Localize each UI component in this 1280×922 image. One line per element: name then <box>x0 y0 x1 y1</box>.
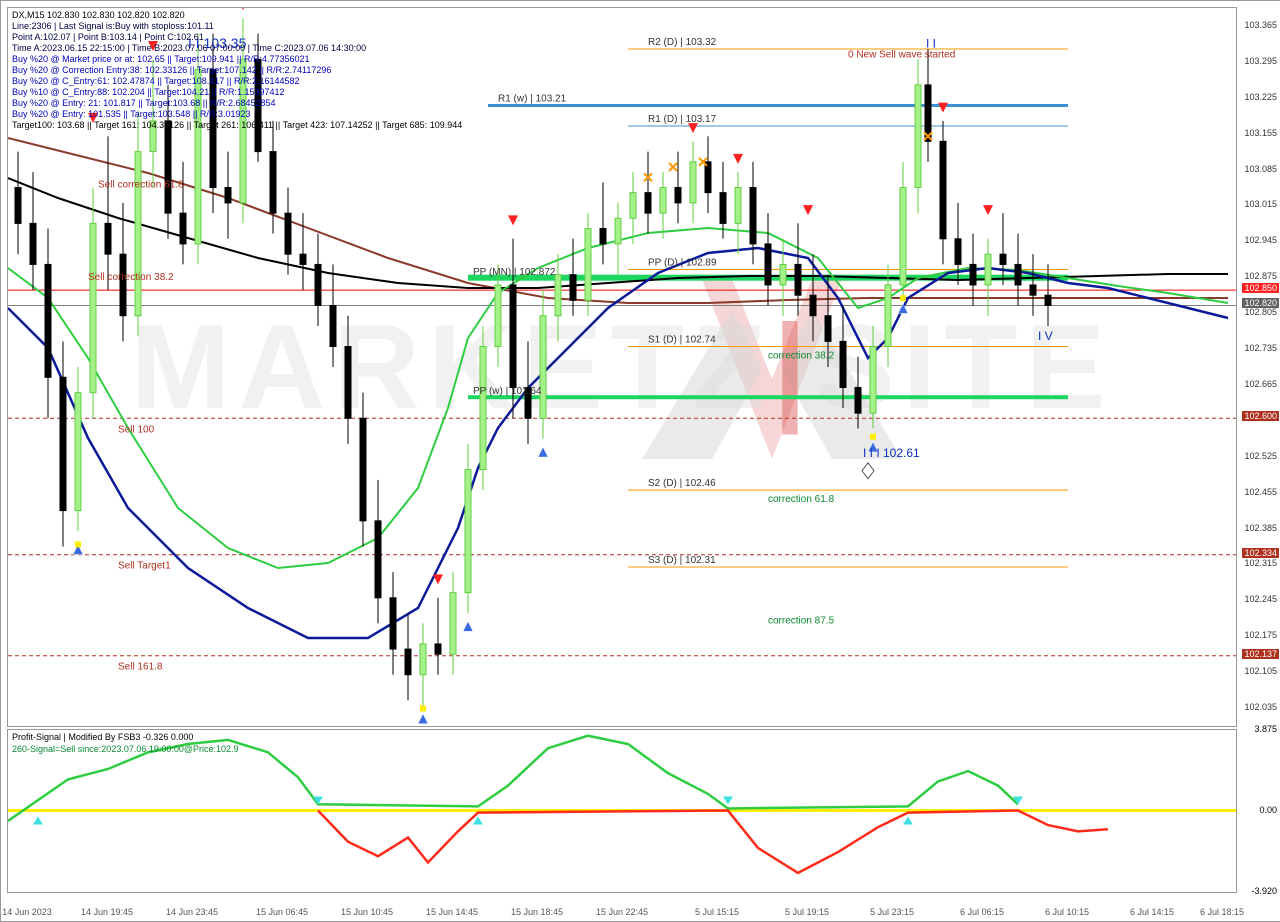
svg-text:Sell Target1: Sell Target1 <box>118 561 171 572</box>
svg-text:S1 (D) | 102.74: S1 (D) | 102.74 <box>648 334 716 345</box>
symbol-line: DX,M15 102.830 102.830 102.820 102.820 <box>12 10 462 21</box>
svg-text:I I I 102.61: I I I 102.61 <box>863 446 920 460</box>
svg-text:PP (D) | 102.89: PP (D) | 102.89 <box>648 258 717 269</box>
svg-text:correction 61.8: correction 61.8 <box>768 494 835 505</box>
info-l8: Buy %10 @ C_Entry:88: 102.204 || Target:… <box>12 87 462 98</box>
info-l9: Buy %20 @ Entry: 21: 101.817 || Target:1… <box>12 98 462 109</box>
indicator-sub: 260-Signal=Sell since:2023.07.06 19:00:0… <box>12 744 239 754</box>
svg-text:Sell correction 61.8: Sell correction 61.8 <box>98 180 184 191</box>
svg-text:I I: I I <box>926 36 936 50</box>
indicator-axis: 3.8750.00-3.920 <box>1235 729 1279 891</box>
svg-text:S3 (D) | 102.31: S3 (D) | 102.31 <box>648 555 716 566</box>
info-l3: Point A:102.07 | Point B:103.14 | Point … <box>12 32 462 43</box>
info-l4: Time A:2023.06.15 22:15:00 | Time B:2023… <box>12 43 462 54</box>
svg-text:R2 (D) | 103.32: R2 (D) | 103.32 <box>648 37 717 48</box>
indicator-svg <box>8 730 1236 892</box>
info-l5: Buy %20 @ Market price or at: 102.65 || … <box>12 54 462 65</box>
info-l10: Buy %20 @ Entry: 101.535 || Target:103.5… <box>12 109 462 120</box>
svg-text:PP (w) | 102.64: PP (w) | 102.64 <box>473 386 542 397</box>
svg-text:PP (MN) | 102.872: PP (MN) | 102.872 <box>473 267 556 278</box>
indicator-title: Profit-Signal | Modified By FSB3 -0.326 … <box>12 732 193 742</box>
svg-text:Sell correction 38.2: Sell correction 38.2 <box>88 272 174 283</box>
indicator-panel[interactable]: Profit-Signal | Modified By FSB3 -0.326 … <box>7 729 1237 893</box>
main-chart-area[interactable]: MARKETZ|SITE R2 (D) | 103.320 New Sell w… <box>7 7 1237 727</box>
chart-container: MARKETZ|SITE R2 (D) | 103.320 New Sell w… <box>0 0 1280 922</box>
svg-text:correction 38.2: correction 38.2 <box>768 350 835 361</box>
info-l6: Buy %20 @ Correction Entry:38: 102.33126… <box>12 65 462 76</box>
info-l7: Buy %20 @ C_Entry:61: 102.47874 || Targe… <box>12 76 462 87</box>
price-axis: 103.365103.295103.225103.155103.085103.0… <box>1235 7 1279 725</box>
svg-text:R1 (w) | 103.21: R1 (w) | 103.21 <box>498 93 567 104</box>
svg-text:0 New Sell wave started: 0 New Sell wave started <box>848 49 955 60</box>
svg-text:correction 87.5: correction 87.5 <box>768 615 835 626</box>
svg-text:R1 (D) | 103.17: R1 (D) | 103.17 <box>648 114 717 125</box>
svg-text:Sell 100: Sell 100 <box>118 424 155 435</box>
info-l11: Target100: 103.68 || Target 161: 104.341… <box>12 120 462 131</box>
svg-text:S2 (D) | 102.46: S2 (D) | 102.46 <box>648 478 716 489</box>
info-panel: DX,M15 102.830 102.830 102.820 102.820 L… <box>12 10 462 131</box>
svg-text:Sell 161.8: Sell 161.8 <box>118 662 163 673</box>
svg-text:I V: I V <box>1038 329 1053 343</box>
info-l2: Line:2306 | Last Signal is:Buy with stop… <box>12 21 462 32</box>
time-axis: 14 Jun 202314 Jun 19:4514 Jun 23:4515 Ju… <box>7 897 1235 917</box>
